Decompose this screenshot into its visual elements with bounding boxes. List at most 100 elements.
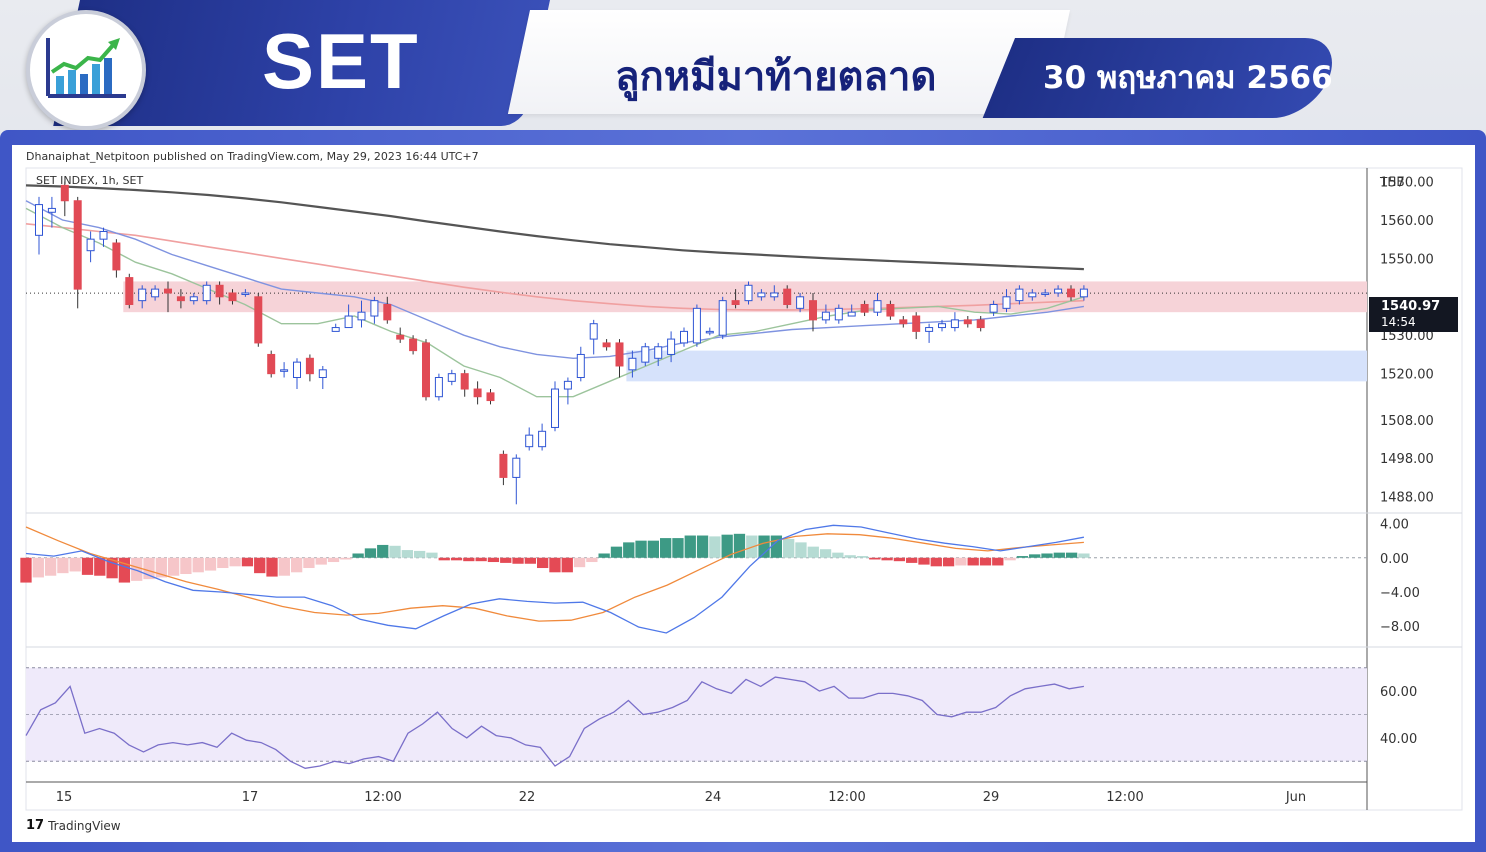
time-tick-label: 17 bbox=[242, 790, 259, 805]
macd-histogram-bar bbox=[721, 534, 733, 558]
macd-histogram-bar bbox=[1029, 554, 1041, 558]
candle-down bbox=[305, 357, 314, 375]
macd-histogram-bar bbox=[352, 553, 364, 558]
candle-up bbox=[628, 357, 637, 371]
macd-histogram-bar bbox=[500, 557, 512, 563]
macd-histogram-bar bbox=[389, 545, 401, 558]
macd-histogram-bar bbox=[327, 557, 340, 563]
macd-histogram-bar bbox=[450, 557, 463, 561]
macd-histogram-bar bbox=[143, 557, 155, 580]
candle-down bbox=[73, 200, 82, 290]
rsi-pane bbox=[25, 667, 1367, 769]
macd-histogram-bar bbox=[967, 557, 979, 566]
macd-histogram-bar bbox=[241, 557, 254, 567]
macd-histogram-bar bbox=[955, 557, 967, 566]
macd-histogram-bar bbox=[1065, 552, 1078, 558]
macd-histogram-bar bbox=[192, 557, 204, 573]
macd-histogram-bar bbox=[217, 557, 229, 569]
candle-up bbox=[1054, 288, 1063, 294]
bar-countdown: 14:54 bbox=[1381, 315, 1416, 329]
plot-border bbox=[25, 167, 1463, 811]
candle-up bbox=[151, 288, 160, 298]
candle-up bbox=[796, 296, 805, 309]
candle-up bbox=[35, 204, 43, 236]
macd-histogram-bar bbox=[438, 557, 450, 561]
candle-down bbox=[886, 303, 895, 317]
currency-label: THB bbox=[1379, 175, 1405, 189]
candle-up bbox=[770, 292, 779, 298]
time-tick-label: Jun bbox=[1285, 790, 1306, 805]
candle-down bbox=[486, 392, 495, 402]
sma-long-line bbox=[25, 184, 1084, 271]
macd-histogram-bar bbox=[94, 557, 106, 576]
candle-up bbox=[705, 330, 714, 334]
macd-histogram-bar bbox=[32, 557, 44, 578]
candle-up bbox=[938, 323, 946, 329]
candles bbox=[35, 181, 1088, 505]
candle-up bbox=[821, 311, 830, 321]
macd-histogram-bar bbox=[573, 557, 586, 568]
macd-histogram-bar bbox=[1053, 552, 1065, 558]
time-tick-label: 29 bbox=[983, 790, 1000, 805]
candle-down bbox=[1067, 288, 1075, 298]
rsi-line bbox=[25, 676, 1085, 769]
macd-histogram-bar bbox=[1004, 557, 1016, 561]
macd-histogram-bar bbox=[303, 557, 315, 569]
tradingview-logo[interactable]: 17 TradingView bbox=[26, 818, 121, 833]
candle-down bbox=[215, 284, 224, 298]
candle-down bbox=[396, 334, 405, 340]
macd-histogram-bar bbox=[180, 557, 192, 575]
candle-up bbox=[189, 296, 198, 302]
macd-histogram-bar bbox=[167, 557, 180, 576]
price-tick-label: 1508.00 bbox=[1380, 414, 1434, 429]
candle-down bbox=[473, 388, 482, 398]
macd-histogram-bar bbox=[684, 535, 696, 558]
macd-histogram-bar bbox=[155, 557, 167, 578]
headline-date: 30 พฤษภาคม 2566 bbox=[1043, 60, 1333, 96]
macd-histogram-bar bbox=[1078, 553, 1090, 558]
price-tick-label: 1498.00 bbox=[1380, 452, 1434, 467]
macd-histogram-bar bbox=[106, 557, 118, 579]
macd-histogram-bar bbox=[44, 557, 57, 576]
candle-down bbox=[125, 277, 134, 305]
macd-signal-line bbox=[25, 526, 1084, 622]
candle-up bbox=[847, 311, 856, 317]
candle-down bbox=[499, 453, 508, 478]
macd-histogram-bar bbox=[758, 535, 770, 558]
macd-histogram-bar bbox=[549, 557, 561, 573]
axes: 1570.001560.001550.001530.001520.001508.… bbox=[56, 176, 1434, 805]
macd-histogram-bar bbox=[881, 557, 893, 561]
time-tick-label: 12:00 bbox=[364, 790, 401, 805]
chart-structure bbox=[25, 167, 1463, 811]
price-tick-label: 1550.00 bbox=[1380, 252, 1434, 267]
candle-up bbox=[925, 327, 934, 332]
candle-up bbox=[447, 373, 456, 382]
macd-histogram-bar bbox=[696, 535, 709, 558]
candle-up bbox=[1015, 288, 1024, 302]
macd-histogram-bar bbox=[487, 557, 500, 563]
candle-down bbox=[899, 319, 908, 325]
price-tick-label: 1530.00 bbox=[1380, 329, 1434, 344]
macd-histogram-bar bbox=[610, 546, 623, 558]
tradingview-mark-icon: 17 bbox=[26, 818, 45, 833]
macd-line bbox=[25, 524, 1085, 634]
candle-up bbox=[241, 292, 250, 295]
candle-down bbox=[731, 300, 740, 305]
macd-histogram-bar bbox=[340, 557, 352, 560]
candle-down bbox=[383, 303, 392, 321]
macd-histogram-bar bbox=[869, 557, 881, 560]
candle-up bbox=[525, 434, 534, 448]
macd-histogram-bar bbox=[893, 557, 906, 562]
macd-histogram-bar bbox=[733, 533, 746, 558]
macd-histogram-bar bbox=[783, 538, 795, 558]
macd-histogram-bar bbox=[918, 557, 930, 565]
candle-down bbox=[976, 319, 985, 329]
macd-histogram-bar bbox=[979, 557, 992, 566]
candle-up bbox=[202, 284, 211, 302]
macd-histogram-bar bbox=[254, 557, 266, 574]
candle-up bbox=[86, 238, 95, 252]
candle-up bbox=[692, 307, 701, 344]
ma-blue-line bbox=[25, 200, 1085, 360]
macd-histogram-bar bbox=[586, 557, 598, 563]
macd-histogram-bar bbox=[807, 546, 819, 558]
